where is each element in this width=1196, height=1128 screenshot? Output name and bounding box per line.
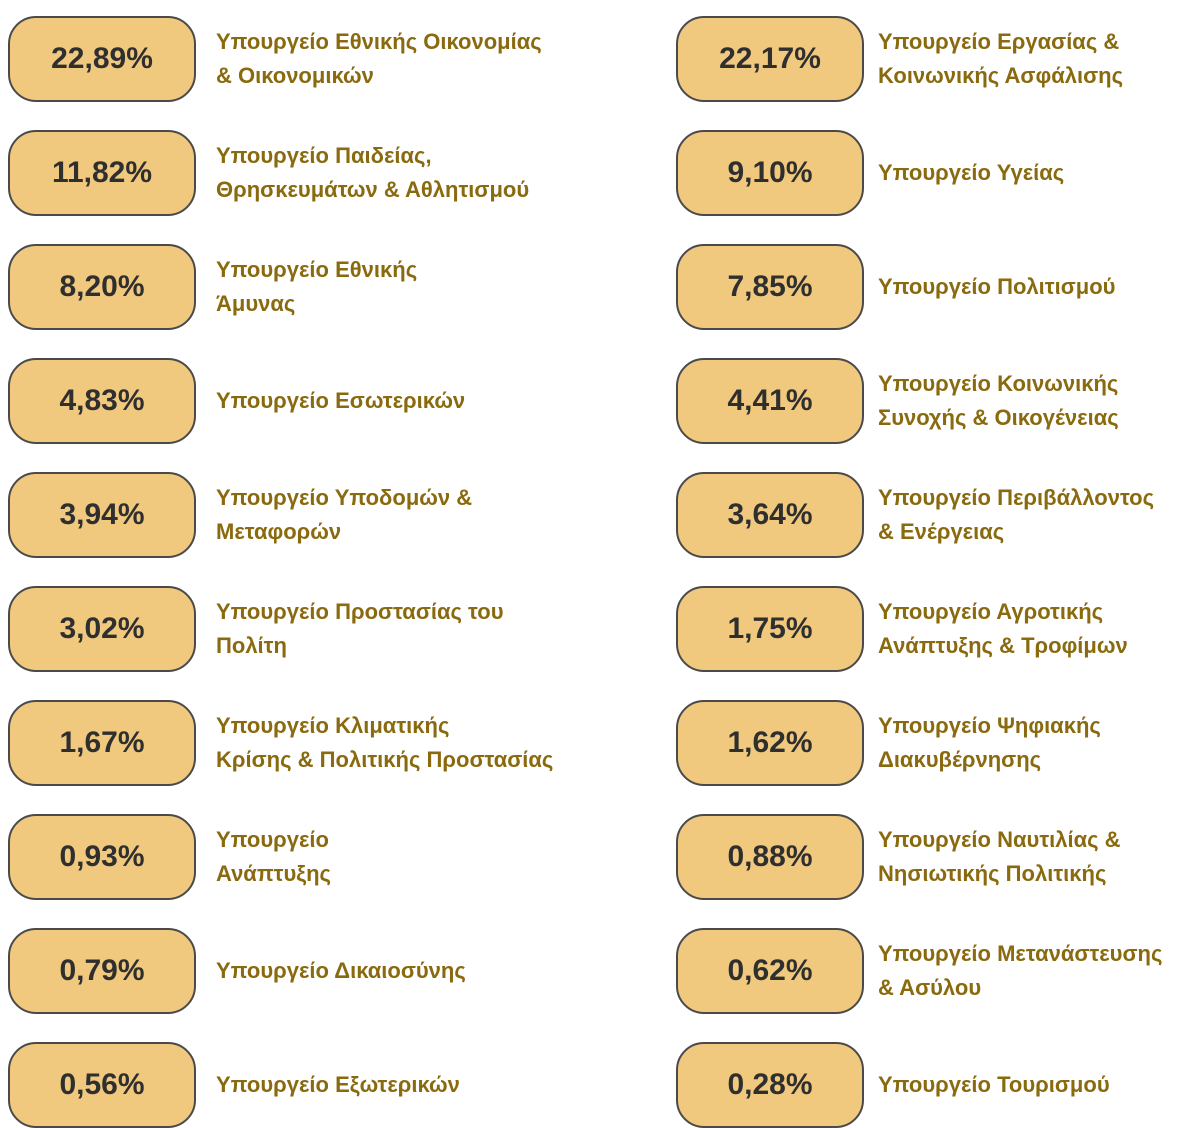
ministry-label: Υπουργείο Περιβάλλοντος & Ενέργειας <box>878 472 1154 558</box>
label-line: Υπουργείο Παιδείας, <box>216 143 432 168</box>
label-line: Υπουργείο Προστασίας του <box>216 599 504 624</box>
percentage-pill: 4,83% <box>8 358 196 444</box>
label-line: Κρίσης & Πολιτικής Προστασίας <box>216 747 554 772</box>
ministry-label: Υπουργείο Πολιτισμού <box>878 244 1115 330</box>
ministry-label: Υπουργείο Εθνικής Άμυνας <box>216 244 417 330</box>
percentage-pill: 7,85% <box>676 244 864 330</box>
label-line: & Ασύλου <box>878 975 982 1000</box>
ministry-label: Υπουργείο Δικαιοσύνης <box>216 928 466 1014</box>
ministry-label: Υπουργείο Υγείας <box>878 130 1064 216</box>
label-line: Υπουργείο Εθνικής Οικονομίας <box>216 29 542 54</box>
label-line: Υπουργείο Ναυτιλίας & <box>878 827 1121 852</box>
label-line: Μεταφορών <box>216 519 342 544</box>
ministry-label: Υπουργείο Κλιματικής Κρίσης & Πολιτικής Π… <box>216 700 553 786</box>
label-line: Κοινωνικής Ασφάλισης <box>878 63 1124 88</box>
ministry-label: Υπουργείο Ανάπτυξης <box>216 814 331 900</box>
ministry-label: Υπουργείο Εθνικής Οικονομίας & Οικονομικώ… <box>216 16 542 102</box>
label-line: & Ενέργειας <box>878 519 1005 544</box>
percentage-pill: 1,62% <box>676 700 864 786</box>
ministry-label: Υπουργείο Τουρισμού <box>878 1042 1110 1128</box>
ministry-label: Υπουργείο Ψηφιακής Διακυβέρνησης <box>878 700 1101 786</box>
percentage-pill: 8,20% <box>8 244 196 330</box>
label-line: Υπουργείο Κλιματικής <box>216 713 450 738</box>
label-line: Υπουργείο Υγείας <box>878 160 1065 185</box>
label-line: Διακυβέρνησης <box>878 747 1042 772</box>
label-line: Υπουργείο Τουρισμού <box>878 1072 1110 1097</box>
label-line: Υπουργείο Δικαιοσύνης <box>216 958 466 983</box>
ministry-label: Υπουργείο Παιδείας, Θρησκευμάτων & Αθλητι… <box>216 130 529 216</box>
label-line: Υπουργείο Ψηφιακής <box>878 713 1101 738</box>
label-line: Υπουργείο Μετανάστευσης <box>878 941 1163 966</box>
label-line: Υπουργείο Υποδομών & <box>216 485 473 510</box>
ministry-label: Υπουργείο Ναυτιλίας & Νησιωτικής Πολιτική… <box>878 814 1121 900</box>
ministry-label: Υπουργείο Υποδομών & Μεταφορών <box>216 472 472 558</box>
percentage-pill: 0,79% <box>8 928 196 1014</box>
percentage-pill: 22,17% <box>676 16 864 102</box>
percentage-pill: 3,94% <box>8 472 196 558</box>
percentage-pill: 0,28% <box>676 1042 864 1128</box>
percentage-pill: 0,93% <box>8 814 196 900</box>
ministry-label: Υπουργείο Προστασίας του Πολίτη <box>216 586 504 672</box>
label-line: Ανάπτυξης <box>216 861 331 886</box>
label-line: Υπουργείο Πολιτισμού <box>878 274 1116 299</box>
label-line: Υπουργείο Κοινωνικής <box>878 371 1119 396</box>
label-line: Συνοχής & Οικογένειας <box>878 405 1119 430</box>
ministry-label: Υπουργείο Εσωτερικών <box>216 358 465 444</box>
percentage-pill: 22,89% <box>8 16 196 102</box>
percentage-pill: 0,88% <box>676 814 864 900</box>
label-line: Υπουργείο Εξωτερικών <box>216 1072 460 1097</box>
label-line: Θρησκευμάτων & Αθλητισμού <box>216 177 530 202</box>
label-line: Άμυνας <box>216 291 296 316</box>
percentage-pill: 4,41% <box>676 358 864 444</box>
label-line: Πολίτη <box>216 633 287 658</box>
label-line: Υπουργείο Εσωτερικών <box>216 388 466 413</box>
label-line: Υπουργείο Αγροτικής <box>878 599 1104 624</box>
percentage-pill: 0,56% <box>8 1042 196 1128</box>
percentage-pill: 3,64% <box>676 472 864 558</box>
percentage-pill: 1,67% <box>8 700 196 786</box>
percentage-pill: 1,75% <box>676 586 864 672</box>
percentage-pill: 3,02% <box>8 586 196 672</box>
percentage-pill: 11,82% <box>8 130 196 216</box>
label-line: Υπουργείο Εθνικής <box>216 257 418 282</box>
percentage-pill: 0,62% <box>676 928 864 1014</box>
label-line: Νησιωτικής Πολιτικής <box>878 861 1107 886</box>
label-line: & Οικονομικών <box>216 63 374 88</box>
ministry-label: Υπουργείο Εργασίας & Κοινωνικής Ασφάλισης <box>878 16 1123 102</box>
percentage-pill: 9,10% <box>676 130 864 216</box>
label-line: Υπουργείο Εργασίας & <box>878 29 1120 54</box>
ministry-label: Υπουργείο Αγροτικής Ανάπτυξης & Τροφίμων <box>878 586 1128 672</box>
label-line: Ανάπτυξης & Τροφίμων <box>878 633 1128 658</box>
ministry-label: Υπουργείο Κοινωνικής Συνοχής & Οικογένεια… <box>878 358 1119 444</box>
label-line: Υπουργείο Περιβάλλοντος <box>878 485 1155 510</box>
ministry-label: Υπουργείο Εξωτερικών <box>216 1042 460 1128</box>
label-line: Υπουργείο <box>216 827 329 852</box>
ministry-label: Υπουργείο Μετανάστευσης & Ασύλου <box>878 928 1162 1014</box>
